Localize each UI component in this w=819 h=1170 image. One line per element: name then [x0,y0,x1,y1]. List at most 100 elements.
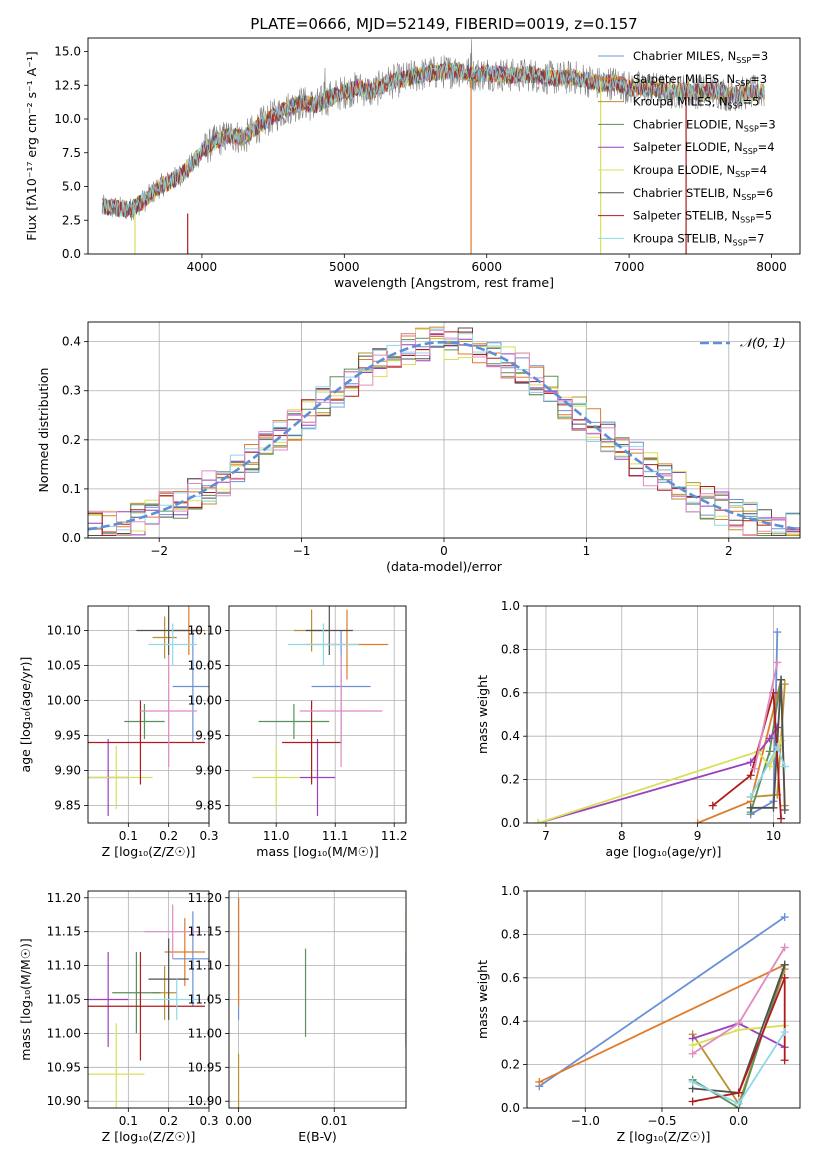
plot-area [527,891,800,1108]
y-tick-label: 2.5 [62,213,81,227]
legend-label: Kroupa STELIB, NSSP=7 [633,231,764,247]
x-axis-label: age [log₁₀(age/yr)] [606,844,722,859]
x-axis-label: wavelength [Angstrom, rest frame] [334,275,554,290]
y-axis-label: Flux [fλ10⁻¹⁷ erg cm⁻² s⁻¹ A⁻¹] [24,51,39,240]
plot-area [229,606,406,823]
x-tick-label: −1.0 [571,1114,600,1128]
panel-spectrum: 4000 5000 6000 7000 8000 0.0 2.5 5.0 7.5 10.0 12.5… [24,37,801,290]
x-axis-label: E(B-V) [298,1129,337,1144]
legend-label: Salpeter ELODIE, NSSP=4 [633,140,775,156]
weight-marker [734,1019,743,1028]
panel-age_vs_Z: 0.1 0.2 0.3 9.85 9.90 9.95 10.00 10.05 10.10 Z [l… [18,605,219,859]
y-tick-label: 0.8 [501,642,520,656]
weight-marker [773,743,782,752]
y-tick-label: 0.0 [501,816,520,830]
y-tick-label: 10.00 [188,694,222,708]
legend-sub: SSP [728,102,743,111]
y-axis-label: age [log₁₀(age/yr)] [18,657,33,773]
x-tick-label: 0.0 [729,1114,748,1128]
weight-marker [688,1049,697,1058]
y-tick-label: 1.0 [501,884,520,898]
y-tick-label: 0.2 [501,1058,520,1072]
legend-sub: SSP [735,79,750,88]
y-tick-label: 7.5 [62,146,81,160]
x-axis-label: Z [log₁₀(Z/Z☉)] [102,1129,196,1144]
x-tick-label: 6000 [471,260,502,274]
legend-n: =6 [756,186,773,200]
x-tick-label: 5000 [329,260,360,274]
weight-marker [780,805,789,814]
y-tick-label: 0.2 [62,433,81,447]
y-tick-label: 9.85 [195,799,222,813]
legend-label: Chabrier ELODIE, NSSP=3 [633,117,776,133]
x-axis-label: (data-model)/error [386,559,503,574]
x-tick-label: 10 [766,829,781,843]
legend-label: Chabrier STELIB, NSSP=6 [633,186,773,202]
weight-marker [773,628,782,637]
legend-sub: SSP [740,216,755,225]
legend-n: =4 [758,140,775,154]
panel-weight_vs_Z: −1.0 −0.5 0.0 0.0 0.2 0.4 0.6 0.8 1.0 Z [log₁₀(Z/… [475,884,801,1144]
x-tick-label: 8 [618,829,626,843]
weight-marker [780,1056,789,1065]
panel-weight_vs_age: 7 8 9 10 0.0 0.2 0.4 0.6 0.8 1.0 age [log₁₀(age/yr… [475,599,801,859]
x-tick-label: 0.3 [199,829,218,843]
legend-n: =3 [751,49,768,63]
legend-n: =3 [750,72,767,86]
x-tick-label: 4000 [187,260,218,274]
y-axis-label: mass weight [475,675,490,754]
weight-line [538,963,786,1083]
weight-marker [534,819,543,823]
weight-marker [769,803,778,812]
x-tick-label: 7 [542,829,550,843]
weight-marker [780,762,789,771]
weight-marker [780,943,789,952]
axes-frame [87,321,801,539]
y-tick-label: 10.10 [188,624,222,638]
legend-sub: SSP [741,193,756,202]
weight-marker [746,792,755,801]
x-tick-label: −1 [293,544,311,558]
y-tick-label: 0.1 [62,482,81,496]
plot-area [88,322,800,538]
legend-n: =5 [743,95,760,109]
legend-n: =3 [759,117,776,131]
axes-frame [228,890,407,1109]
model-line [101,62,765,217]
x-tick-label: 0.1 [119,829,138,843]
y-tick-label: 10.05 [47,659,81,673]
legend-label: Kroupa ELODIE, NSSP=4 [633,163,767,179]
y-tick-label: 9.95 [195,729,222,743]
x-tick-label: −0.5 [647,1114,676,1128]
normal-curve [88,340,800,531]
x-tick-label: 0.2 [159,829,178,843]
y-tick-label: 9.90 [54,764,81,778]
x-tick-label: 0.3 [199,1114,218,1128]
legend-sub: SSP [744,124,759,133]
x-tick-label: 0.00 [225,1114,252,1128]
y-axis-label: Normed distribution [36,368,51,493]
y-tick-label: 11.15 [188,925,222,939]
y-tick-label: 0.4 [501,1014,520,1028]
y-tick-label: 10.00 [47,694,81,708]
weight-marker [535,1077,544,1086]
y-tick-label: 10.0 [54,112,81,126]
y-tick-label: 11.05 [188,993,222,1007]
axes-frame [526,605,801,824]
plot-area [101,39,765,254]
plot-area [527,606,800,823]
y-tick-label: 11.10 [188,959,222,973]
weight-marker [777,814,786,823]
y-tick-label: 10.90 [188,1094,222,1108]
y-tick-label: 0.0 [62,531,81,545]
weight-line [692,977,786,1103]
axes-frame [87,37,801,255]
x-tick-label: 0 [440,544,448,558]
legend-sub: SSP [735,170,750,179]
weight-marker [780,913,789,922]
y-tick-label: 0.4 [501,729,520,743]
panel-age_vs_mass: 11.0 11.1 11.2 9.85 9.90 9.95 10.00 10.05 10.10 m… [188,605,408,859]
weight-line [753,662,779,769]
x-tick-label: 8000 [756,260,787,274]
weight-marker [777,736,786,745]
